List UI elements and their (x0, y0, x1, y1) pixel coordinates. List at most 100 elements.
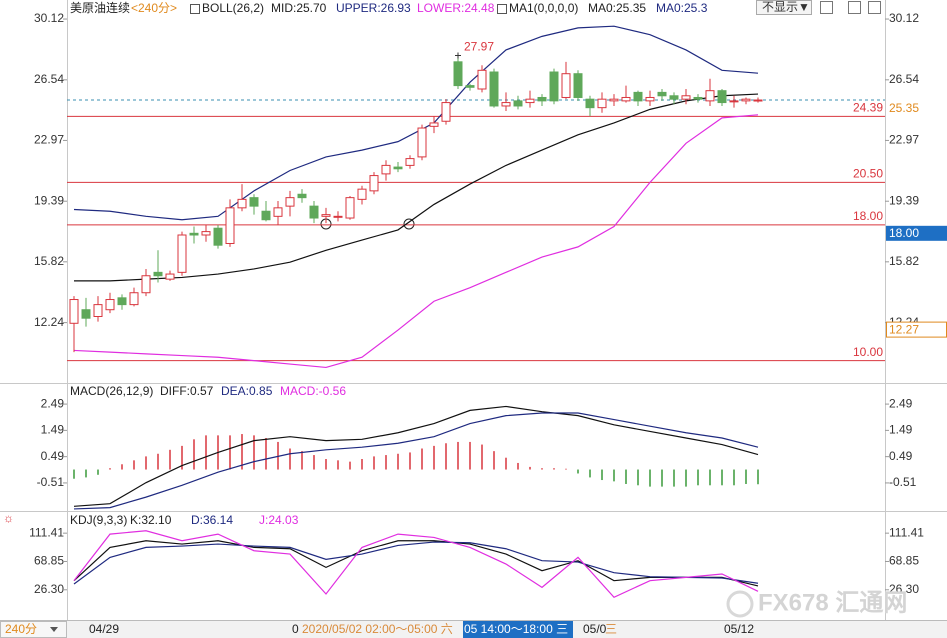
candle-body (489, 71, 499, 107)
macd-bar (757, 469, 759, 485)
candle-body (585, 98, 595, 109)
candle-body (513, 100, 523, 107)
y-tick-label: -0.51 (37, 475, 65, 489)
macd-bar (73, 469, 75, 479)
indicator-line (73, 25, 759, 221)
macd-bar (349, 461, 351, 470)
candle-body (705, 90, 715, 102)
x-date-label: 05/0 (583, 622, 607, 636)
toolbar-icon[interactable] (868, 1, 881, 14)
macd-bar (601, 469, 603, 481)
macd-bar (505, 457, 507, 470)
session-label: 05 14:00～18:00 三 (464, 622, 568, 636)
toolbar-icon[interactable] (820, 1, 833, 14)
toolbar-icon[interactable] (848, 1, 861, 14)
checkbox[interactable] (497, 4, 507, 14)
candle-body (285, 197, 295, 207)
macd-bar (445, 443, 447, 470)
dropdown-label[interactable]: 不显示▼ (762, 0, 810, 14)
candle-body (141, 275, 151, 294)
indicator-line (73, 530, 759, 599)
candle-body (753, 99, 763, 102)
y-tick-label: 2.49 (41, 396, 65, 410)
cursor-price-label: 18.00 (889, 226, 919, 240)
candle-body (105, 299, 115, 311)
level-label: 10.00 (853, 345, 883, 359)
candle-body (501, 102, 511, 107)
y-tick-label: 15.82 (34, 254, 64, 268)
y-tick-label: 1.49 (889, 423, 913, 437)
macd-bar (301, 451, 303, 470)
candle-body (561, 73, 571, 98)
macd-bar (685, 469, 687, 487)
indicator-line (73, 541, 759, 585)
candle-body (225, 207, 235, 244)
candle-body (357, 188, 367, 200)
candle-body (645, 96, 655, 102)
weekday-label: 三 (605, 622, 617, 636)
candle-body (381, 164, 391, 175)
indicator-value: UPPER:26.93 (336, 1, 411, 15)
candle-body (213, 227, 223, 246)
y-tick-label: 22.97 (34, 133, 64, 147)
watermark-logo (726, 590, 754, 618)
level-label: 18.00 (853, 209, 883, 223)
candle-body (237, 198, 247, 209)
dropdown-arrow (50, 627, 58, 632)
period-label[interactable]: <240分> (131, 1, 177, 15)
candle-body (201, 231, 211, 236)
y-tick-label: 26.54 (34, 72, 64, 86)
indicator-value: MA0:25.3 (656, 1, 708, 15)
candle-body (597, 98, 607, 109)
candle-body (657, 91, 667, 97)
level-label: 20.50 (853, 167, 883, 181)
macd-bar (289, 448, 291, 470)
y-tick-label: 15.82 (889, 254, 919, 268)
macd-bar (277, 441, 279, 470)
candle-body (549, 71, 559, 102)
macd-bar (577, 469, 579, 474)
macd-bar (469, 441, 471, 470)
macd-bar (649, 469, 651, 487)
indicator-line (73, 405, 759, 507)
candle-body (729, 100, 739, 103)
period-selector-label[interactable]: 240分 (5, 622, 37, 636)
macd-bar (133, 460, 135, 470)
candle-body (417, 127, 427, 158)
session-highlight (463, 621, 573, 638)
macd-bar (493, 451, 495, 470)
y-tick-label: 26.54 (889, 72, 919, 86)
x-date-label: 04/29 (89, 622, 119, 636)
macd-bar (517, 462, 519, 470)
settings-icon[interactable]: ☼ (3, 511, 14, 525)
candle-body (741, 98, 751, 102)
macd-bar (529, 466, 531, 470)
indicator-value: DEA:0.85 (221, 384, 273, 398)
macd-bar (169, 449, 171, 470)
candle-body (297, 193, 307, 199)
macd-bar (325, 459, 327, 470)
macd-bar (253, 435, 255, 470)
indicator-value: DIFF:0.57 (160, 384, 214, 398)
macd-bar (361, 459, 363, 470)
y-tick-label: 0.49 (41, 449, 65, 463)
x-date-label: 0 (292, 622, 299, 636)
macd-bar (397, 453, 399, 470)
candle-body (441, 102, 451, 122)
candle-body (465, 85, 475, 88)
dropdown-button[interactable] (756, 0, 812, 15)
candle-body (393, 166, 403, 170)
macd-bar (613, 469, 615, 482)
candle-body (681, 95, 691, 100)
macd-bar (385, 455, 387, 470)
macd-bar (97, 469, 99, 475)
candle-body (717, 90, 727, 104)
level-label: 24.39 (853, 100, 883, 114)
frame (0, 0, 947, 620)
macd-bar (109, 468, 111, 470)
macd-bar (85, 469, 87, 478)
checkbox[interactable] (190, 4, 200, 14)
macd-bar (661, 469, 663, 487)
cross-marker (403, 218, 415, 230)
